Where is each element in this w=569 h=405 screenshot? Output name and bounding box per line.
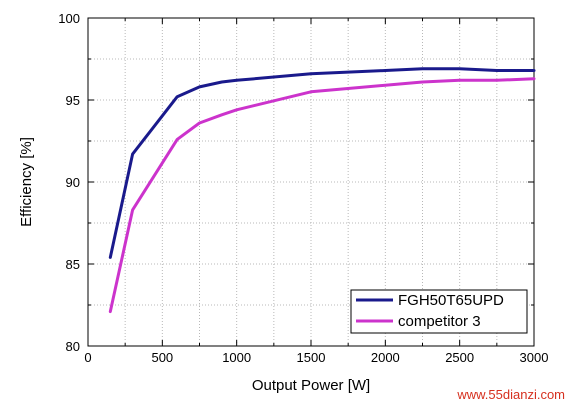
axis-ticks bbox=[87, 17, 535, 347]
x-axis-title: Output Power [W] bbox=[252, 377, 370, 394]
y-tick-label: 80 bbox=[66, 339, 80, 354]
x-tick-label: 2500 bbox=[445, 350, 474, 365]
x-tick-label: 0 bbox=[84, 350, 91, 365]
legend: FGH50T65UPD competitor 3 bbox=[350, 289, 528, 334]
y-tick-label: 100 bbox=[58, 11, 80, 26]
x-tick-label: 3000 bbox=[520, 350, 549, 365]
y-axis-title: Efficiency [%] bbox=[18, 137, 35, 227]
y-tick-label: 85 bbox=[66, 257, 80, 272]
series-line-fgh50t65upd bbox=[108, 67, 536, 259]
series-line-competitor-3 bbox=[108, 77, 536, 314]
x-tick-label: 500 bbox=[151, 350, 173, 365]
y-tick-label: 95 bbox=[66, 93, 80, 108]
y-tick-label: 90 bbox=[66, 175, 80, 190]
tick-labels: 0 500 1000 1500 2000 2500 3000 80 85 90 95 100 bbox=[58, 11, 548, 365]
legend-box bbox=[350, 289, 528, 334]
x-tick-label: 1500 bbox=[297, 350, 326, 365]
watermark-text: www.55dianzi.com bbox=[456, 387, 565, 402]
x-tick-label: 2000 bbox=[371, 350, 400, 365]
series-lines bbox=[108, 67, 536, 314]
legend-label-fgh50t65upd: FGH50T65UPD bbox=[398, 292, 504, 309]
x-tick-label: 1000 bbox=[222, 350, 251, 365]
legend-label-competitor-3: competitor 3 bbox=[398, 313, 481, 330]
